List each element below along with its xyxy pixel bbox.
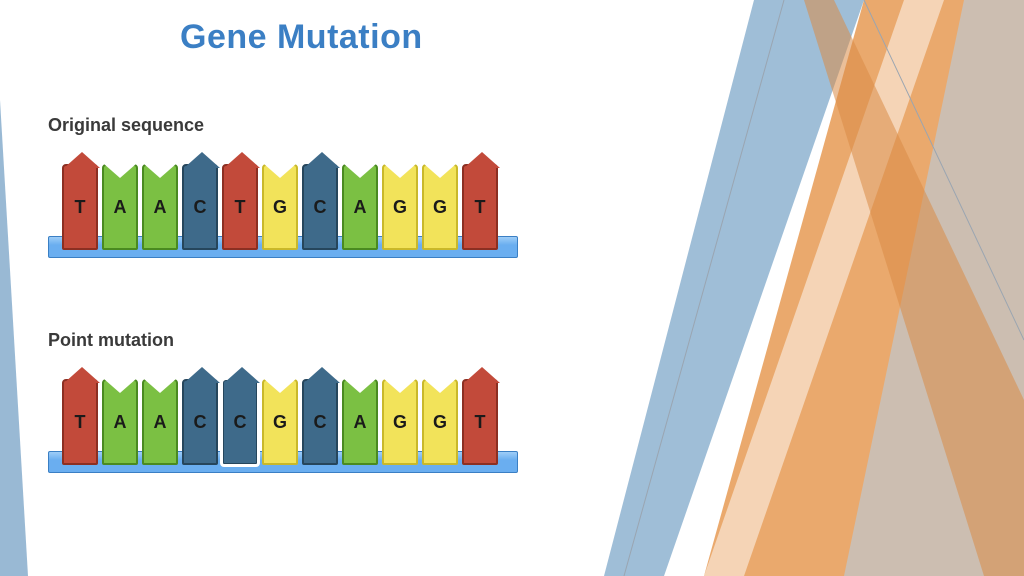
nucleotide-label: A [154,412,167,433]
nucleotide-G: G [262,164,298,250]
nucleotide-A: A [102,164,138,250]
nucleotide-T: T [462,164,498,250]
nucleotide-label: A [114,412,127,433]
decorative-left-edge [0,0,40,576]
sequence-diagram: TAACCGCAGGT [48,365,516,473]
nucleotide-label: T [75,197,86,218]
nucleotide-label: T [475,197,486,218]
nucleotide-C: C [182,379,218,465]
nucleotide-label: A [154,197,167,218]
sequence-label: Point mutation [48,330,516,351]
nucleotide-label: G [433,412,447,433]
nucleotide-label: G [433,197,447,218]
nucleotide-G: G [382,379,418,465]
nucleotide-G: G [422,164,458,250]
nucleotide-A: A [102,379,138,465]
nucleotide-label: G [393,412,407,433]
nucleotide-label: G [393,197,407,218]
nucleotide-label: C [234,412,247,433]
sequence-label: Original sequence [48,115,516,136]
nucleotide-A: A [142,164,178,250]
nucleotide-label: T [75,412,86,433]
nucleotide-G: G [422,379,458,465]
sequence-diagram: TAACTGCAGGT [48,150,516,258]
slide-title: Gene Mutation [180,18,423,57]
nucleotide-T: T [222,164,258,250]
nucleotide-label: C [314,412,327,433]
nucleotide-label: A [354,412,367,433]
nucleotide-label: C [194,197,207,218]
nucleotide-label: A [354,197,367,218]
nucleotide-label: G [273,412,287,433]
nucleotide-label: A [114,197,127,218]
nucleotide-T: T [62,164,98,250]
nucleotide-label: T [235,197,246,218]
decorative-shapes [0,0,1024,576]
nucleotide-A: A [342,164,378,250]
nucleotide-label: T [475,412,486,433]
sequence-block: Original sequence T A A C T G C A G G T [48,115,516,258]
nucleotide-A: A [142,379,178,465]
nucleotide-row: TAACCGCAGGT [62,379,498,465]
nucleotide-G: G [262,379,298,465]
nucleotide-T: T [62,379,98,465]
nucleotide-A: A [342,379,378,465]
nucleotide-row: TAACTGCAGGT [62,164,498,250]
nucleotide-label: G [273,197,287,218]
nucleotide-G: G [382,164,418,250]
nucleotide-C: C [182,164,218,250]
nucleotide-label: C [314,197,327,218]
nucleotide-label: C [194,412,207,433]
nucleotide-C: C [302,379,338,465]
nucleotide-T: T [462,379,498,465]
nucleotide-C: C [302,164,338,250]
sequence-block: Point mutation T A A C C G C A G G T [48,330,516,473]
nucleotide-C: C [222,379,258,465]
